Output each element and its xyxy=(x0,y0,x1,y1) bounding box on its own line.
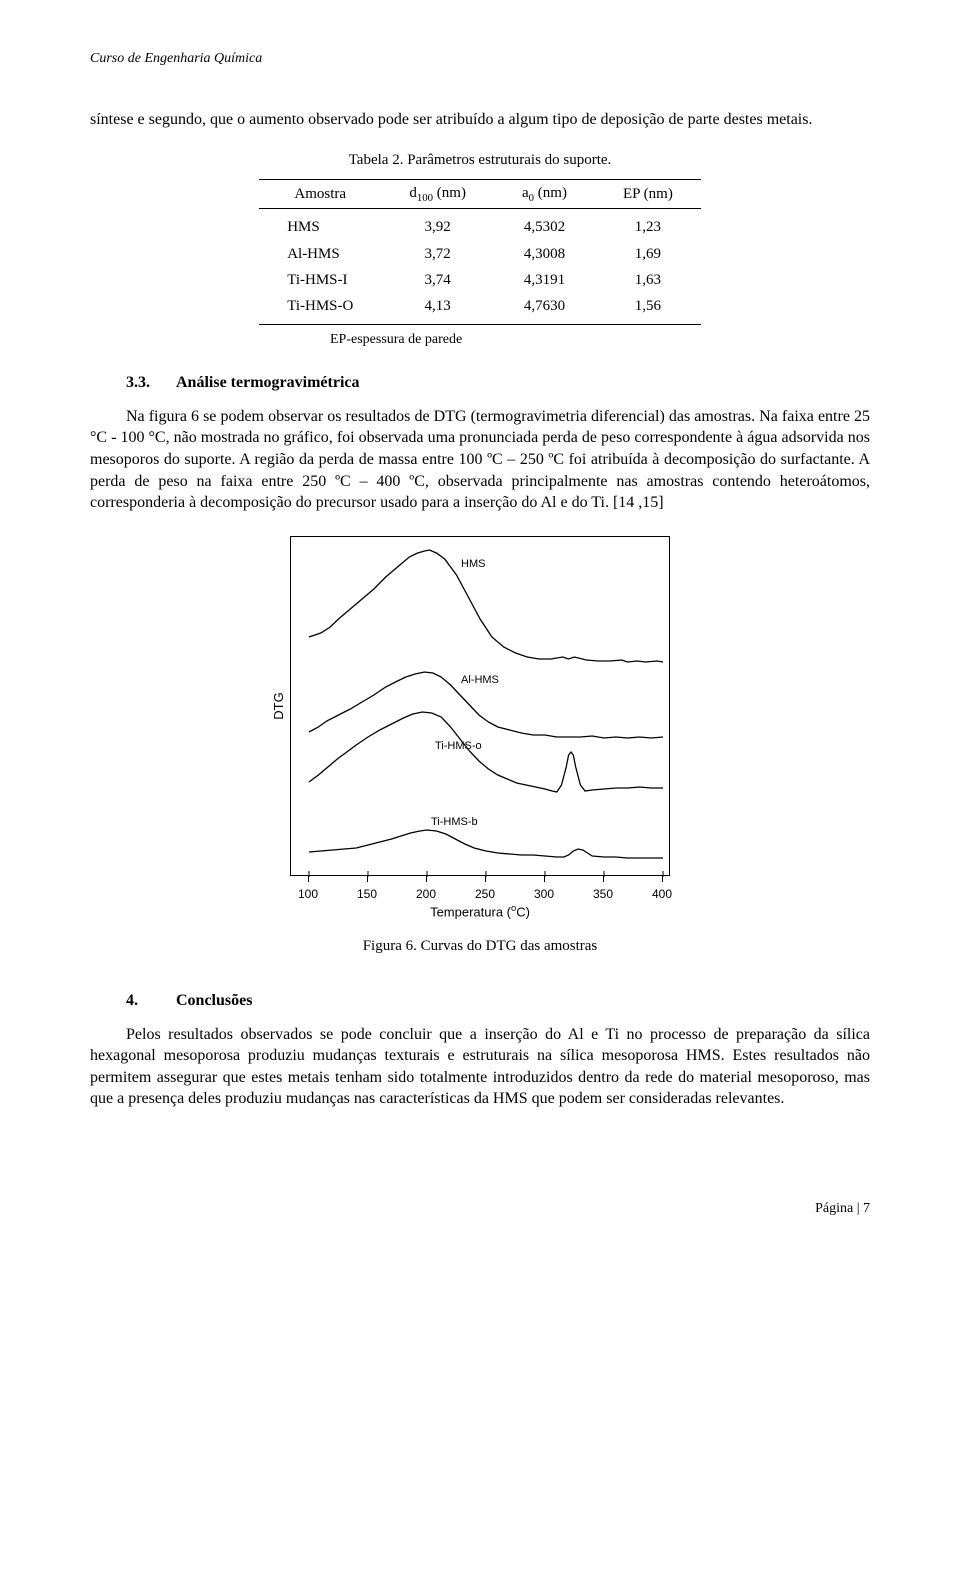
table-cell: 1,23 xyxy=(595,209,701,241)
chart-svg xyxy=(291,537,671,877)
x-tick xyxy=(426,876,427,882)
table-cell: HMS xyxy=(259,209,381,241)
section-4-heading: 4.Conclusões xyxy=(90,990,870,1012)
table-cell: 4,3008 xyxy=(494,241,595,267)
chart-x-tick-labels: 100 150 200 250 300 350 400 xyxy=(290,884,670,900)
table-cell: Al-HMS xyxy=(259,241,381,267)
x-tick-label: 400 xyxy=(652,886,672,902)
chart-x-axis: 100 150 200 250 300 350 400 Temperatura (oC) xyxy=(290,876,670,920)
figure-caption: Figura 6. Curvas do DTG das amostras xyxy=(90,936,870,956)
table-cell: 1,56 xyxy=(595,293,701,325)
x-tick xyxy=(485,876,486,882)
table-cell: 4,3191 xyxy=(494,267,595,293)
page-footer: Página | 7 xyxy=(90,1200,870,1219)
chart-series-label: Al-HMS xyxy=(461,673,499,688)
table-col-header: d100 (nm) xyxy=(381,179,494,209)
chart-y-label: DTG xyxy=(270,692,288,719)
table-body: HMS3,924,53021,23Al-HMS3,724,30081,69Ti-… xyxy=(259,209,701,325)
page-header-course: Curso de Engenharia Química xyxy=(90,50,870,69)
table-cell: 4,13 xyxy=(381,293,494,325)
table-cell: 1,63 xyxy=(595,267,701,293)
x-tick xyxy=(367,876,368,882)
x-tick xyxy=(544,876,545,882)
table-row: Ti-HMS-O4,134,76301,56 xyxy=(259,293,701,325)
table-col-header: Amostra xyxy=(259,179,381,209)
x-tick-label: 250 xyxy=(475,886,495,902)
x-tick-label: 350 xyxy=(593,886,613,902)
x-tick-label: 200 xyxy=(416,886,436,902)
chart-plot-area: DTG HMSAl-HMSTi-HMS-oTi-HMS-b xyxy=(290,536,670,876)
table-cell: 3,72 xyxy=(381,241,494,267)
table-footnote: EP-espessura de parede xyxy=(270,331,690,350)
section-3-3-body: Na figura 6 se podem observar os resulta… xyxy=(90,406,870,514)
chart-series-label: HMS xyxy=(461,557,485,572)
x-tick xyxy=(603,876,604,882)
table-row: HMS3,924,53021,23 xyxy=(259,209,701,241)
intro-paragraph: síntese e segundo, que o aumento observa… xyxy=(90,109,870,131)
table-row: Ti-HMS-I3,744,31911,63 xyxy=(259,267,701,293)
table-caption: Tabela 2. Parâmetros estruturais do supo… xyxy=(90,150,870,170)
table-row: Al-HMS3,724,30081,69 xyxy=(259,241,701,267)
table-cell: 4,5302 xyxy=(494,209,595,241)
table-header-row: Amostra d100 (nm) a0 (nm) EP (nm) xyxy=(259,179,701,209)
x-tick xyxy=(308,876,309,882)
table-cell: 1,69 xyxy=(595,241,701,267)
x-tick-label: 300 xyxy=(534,886,554,902)
x-tick-label: 100 xyxy=(298,886,318,902)
table-cell: 3,74 xyxy=(381,267,494,293)
x-tick xyxy=(662,876,663,882)
table-col-header: a0 (nm) xyxy=(494,179,595,209)
structural-params-table: Amostra d100 (nm) a0 (nm) EP (nm) HMS3,9… xyxy=(259,179,701,326)
chart-x-ticks xyxy=(290,876,670,884)
table-cell: 3,92 xyxy=(381,209,494,241)
chart-series-label: Ti-HMS-o xyxy=(435,739,482,754)
x-tick-label: 150 xyxy=(357,886,377,902)
table-col-header: EP (nm) xyxy=(595,179,701,209)
table-cell: Ti-HMS-O xyxy=(259,293,381,325)
table-cell: 4,7630 xyxy=(494,293,595,325)
chart-series-label: Ti-HMS-b xyxy=(431,815,478,830)
section-3-3-heading: 3.3.Análise termogravimétrica xyxy=(90,372,870,394)
table-cell: Ti-HMS-I xyxy=(259,267,381,293)
dtg-chart: DTG HMSAl-HMSTi-HMS-oTi-HMS-b 1001502002… xyxy=(290,536,670,920)
section-4-body: Pelos resultados observados se pode conc… xyxy=(90,1024,870,1110)
chart-x-label: Temperatura (oC) xyxy=(290,902,670,921)
